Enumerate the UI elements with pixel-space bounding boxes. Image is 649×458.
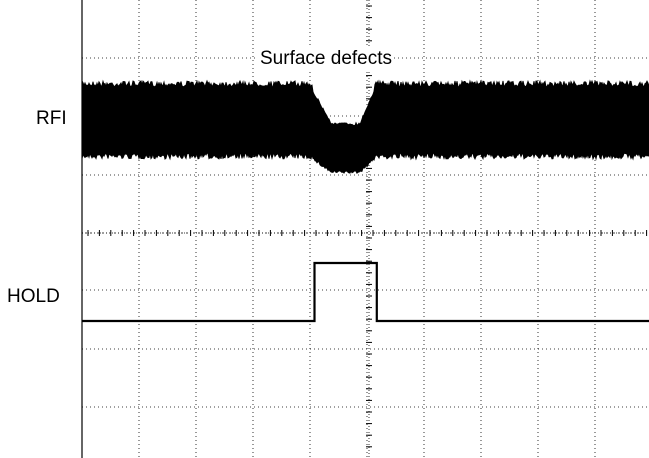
traces: [81, 79, 649, 323]
chart-title: Surface defects: [258, 48, 395, 70]
rfi-label: RFI: [36, 108, 67, 129]
hold-label: HOLD: [7, 286, 60, 307]
hold-trace: [82, 261, 649, 323]
rfi-trace: [81, 79, 649, 175]
